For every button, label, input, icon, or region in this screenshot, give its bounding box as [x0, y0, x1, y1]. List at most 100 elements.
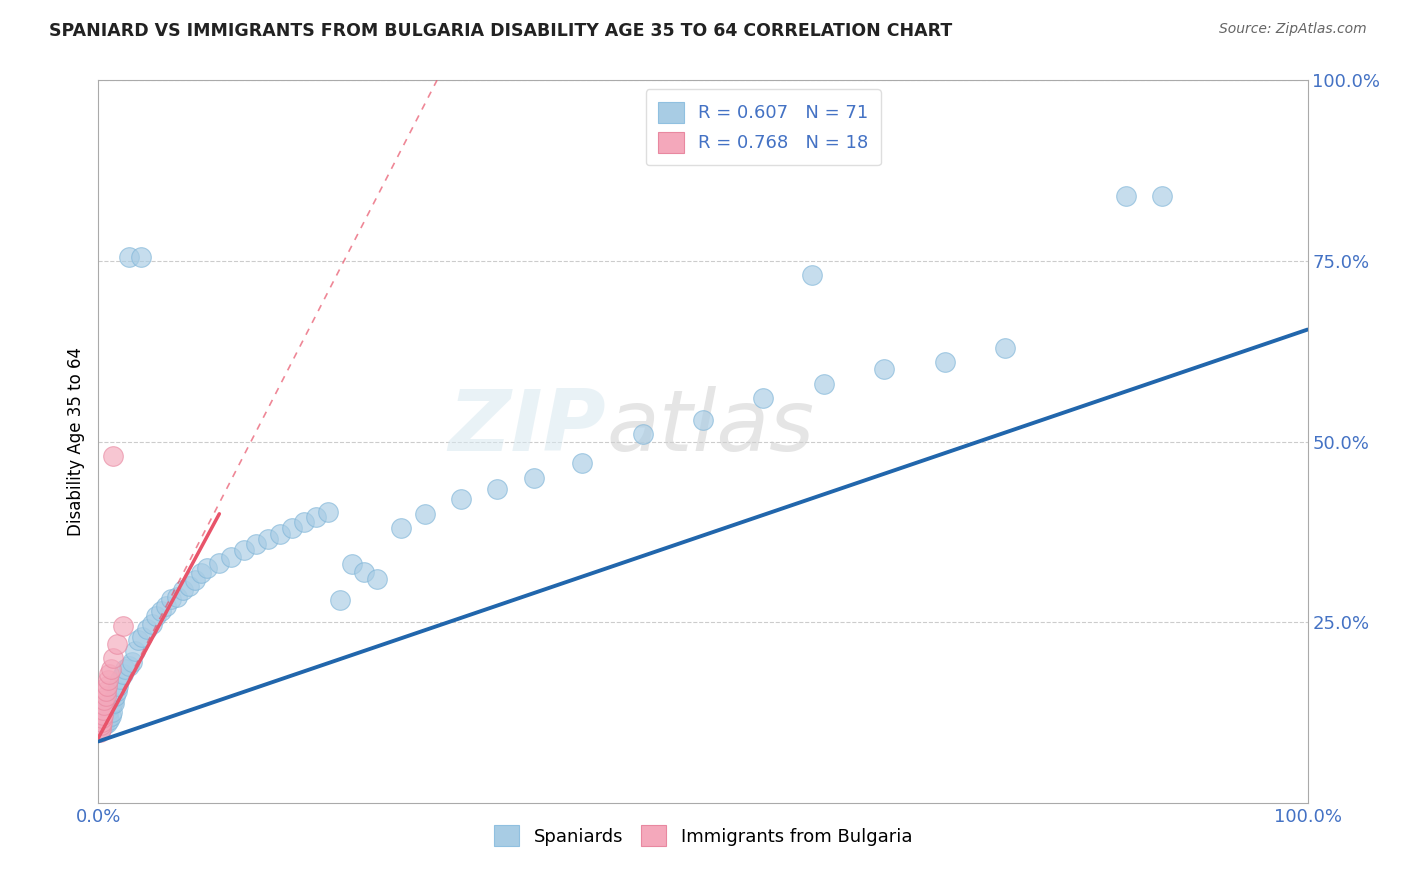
Point [353, 565, 375, 579]
Point [105, 683, 128, 698]
Point [108, 672, 131, 686]
Point [135, 623, 157, 637]
Point [141, 616, 163, 631]
Point [389, 521, 412, 535]
Point [813, 376, 835, 391]
Point [97, 673, 120, 687]
Point [91, 714, 114, 729]
Point [1115, 189, 1137, 203]
Point [190, 566, 212, 580]
Point [94, 706, 117, 720]
Point [329, 593, 352, 607]
Point [96, 679, 118, 693]
Point [873, 362, 896, 376]
Point [1152, 189, 1174, 203]
Point [107, 679, 129, 693]
Point [103, 696, 125, 710]
Point [118, 250, 141, 264]
Point [91, 720, 114, 734]
Point [91, 710, 114, 724]
Point [100, 698, 122, 713]
Point [150, 604, 173, 618]
Point [100, 709, 122, 723]
Legend: Spaniards, Immigrants from Bulgaria: Spaniards, Immigrants from Bulgaria [485, 816, 921, 855]
Y-axis label: Disability Age 35 to 64: Disability Age 35 to 64 [66, 347, 84, 536]
Point [124, 644, 146, 658]
Point [342, 558, 364, 572]
Point [269, 527, 291, 541]
Point [94, 689, 117, 703]
Point [97, 710, 120, 724]
Point [571, 456, 593, 470]
Point [232, 542, 254, 557]
Point [221, 550, 243, 565]
Point [486, 482, 509, 496]
Point [155, 599, 177, 614]
Point [118, 658, 141, 673]
Point [160, 592, 183, 607]
Point [413, 507, 436, 521]
Point [91, 710, 114, 724]
Point [93, 698, 115, 713]
Point [93, 693, 115, 707]
Point [172, 582, 194, 597]
Point [91, 703, 114, 717]
Point [90, 713, 112, 727]
Point [305, 510, 328, 524]
Point [90, 718, 112, 732]
Point [101, 449, 124, 463]
Point [93, 718, 115, 732]
Point [91, 714, 114, 729]
Point [800, 268, 823, 283]
Point [90, 722, 112, 736]
Point [98, 713, 121, 727]
Point [366, 572, 388, 586]
Point [91, 707, 114, 722]
Point [98, 667, 121, 681]
Point [100, 662, 122, 676]
Point [994, 341, 1017, 355]
Point [245, 537, 267, 551]
Point [256, 532, 278, 546]
Point [184, 574, 207, 588]
Point [179, 579, 201, 593]
Point [101, 695, 124, 709]
Point [145, 609, 167, 624]
Point [692, 413, 714, 427]
Point [111, 619, 134, 633]
Point [89, 725, 111, 739]
Point [934, 355, 956, 369]
Point [523, 470, 546, 484]
Text: atlas: atlas [606, 385, 814, 468]
Point [631, 427, 654, 442]
Point [208, 556, 231, 570]
Point [97, 700, 120, 714]
Point [316, 505, 339, 519]
Point [96, 716, 118, 731]
Point [93, 702, 115, 716]
Point [101, 651, 124, 665]
Point [94, 713, 117, 727]
Point [450, 492, 472, 507]
Point [104, 689, 127, 703]
Point [121, 655, 143, 669]
Text: ZIP: ZIP [449, 385, 606, 468]
Point [111, 667, 134, 681]
Point [292, 516, 315, 530]
Point [129, 250, 152, 264]
Point [195, 561, 218, 575]
Point [94, 683, 117, 698]
Point [105, 637, 128, 651]
Point [752, 391, 775, 405]
Point [100, 706, 122, 720]
Point [98, 703, 121, 717]
Text: SPANIARD VS IMMIGRANTS FROM BULGARIA DISABILITY AGE 35 TO 64 CORRELATION CHART: SPANIARD VS IMMIGRANTS FROM BULGARIA DIS… [49, 22, 952, 40]
Point [166, 590, 188, 604]
Point [96, 707, 118, 722]
Point [91, 709, 114, 723]
Point [127, 633, 149, 648]
Point [131, 630, 153, 644]
Point [281, 521, 304, 535]
Text: Source: ZipAtlas.com: Source: ZipAtlas.com [1219, 22, 1367, 37]
Point [114, 662, 136, 676]
